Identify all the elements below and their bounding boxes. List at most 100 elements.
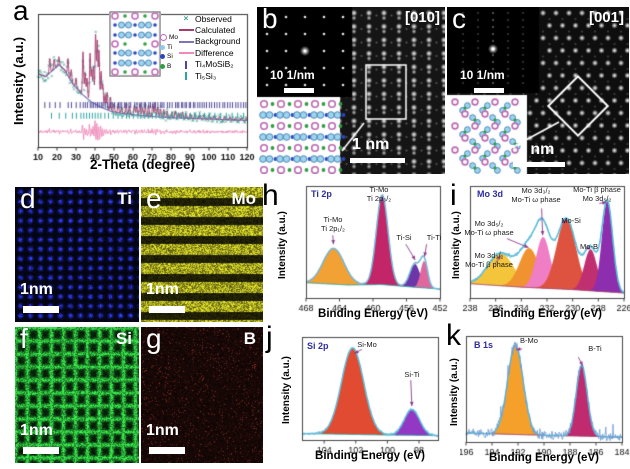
atom-legend-ti: Ti (160, 43, 178, 53)
mo3d-annotation-beta-3d52: Mo-Ti β phase Mo 3d₅/₂ (573, 185, 621, 203)
element-label-ti: Ti (117, 189, 132, 208)
atom-label: B (167, 62, 172, 70)
ti2p-x-axis-label: Binding Energy (eV) (318, 308, 428, 320)
panel-g-eds-map-b: g B 1nm (141, 323, 263, 463)
map-scale-bar (23, 306, 59, 313)
zone-axis-label-001: [001] (588, 9, 624, 26)
panel-letter-e: e (146, 183, 162, 214)
stem-scale-label: 1 nm (352, 136, 390, 153)
element-label-mo: Mo (231, 189, 256, 208)
panel-letter-d: d (20, 183, 36, 214)
map-scale-bar (149, 306, 185, 313)
phase-tick-icon (177, 60, 195, 69)
si2p-core-level-label: Si 2p (307, 341, 329, 351)
panel-letter-c: c (452, 3, 466, 34)
mo3d-annotation-mob: Mo-B (580, 242, 598, 251)
panel-letter-j: j (266, 321, 273, 354)
panel-b-stem-image: b [010] 10 1/nm 1 nm (257, 3, 445, 174)
mo3d-core-level-label: Mo 3d (477, 189, 503, 199)
si2p-annotation-siti: Si-Ti (404, 370, 420, 379)
atom-legend: Mo Ti Si B (160, 33, 178, 71)
panel-letter-f: f (20, 323, 28, 354)
map-scale-label: 1nm (20, 422, 53, 439)
panel-f-eds-map-si: f Si 1nm (15, 323, 139, 463)
calculated-line-icon (177, 26, 195, 35)
legend-label: Calculated (195, 25, 236, 36)
mo3d-annotation-beta-3d32: Mo 3d₃/₂ Mo-Ti β phase (465, 251, 513, 269)
panel-letter-b: b (262, 3, 278, 34)
mo3d-annotation-omega-3d52: Mo 3d₅/₂ Mo-Ti ω phase (464, 219, 514, 237)
b1s-plot-canvas (460, 330, 630, 466)
ti2p-core-level-label: Ti 2p (311, 189, 332, 199)
xrd-y-axis-label: Intensity (a.u.) (11, 36, 26, 125)
xrd-legend: × Observed Calculated Background Differen… (177, 13, 240, 81)
map-scale-bar (23, 447, 59, 454)
stem-scale-bar (350, 158, 405, 163)
element-label-si: Si (115, 329, 132, 348)
zone-axis-label-010: [010] (404, 9, 440, 26)
element-label-b: B (243, 329, 256, 348)
si2p-annotation-simo: Si-Mo (357, 340, 377, 349)
ti2p-annotation-timo-2p12: Ti-Mo Ti 2p₁/₂ (321, 215, 345, 233)
legend-item-ti5si3: Ti₅Si₃ (177, 70, 240, 81)
mo3d-x-axis-label: Binding Energy (eV) (492, 308, 602, 320)
difference-line-icon (177, 48, 195, 57)
legend-item-difference: Difference (177, 47, 240, 58)
legend-label: Difference (195, 47, 234, 58)
mo-atom-icon (160, 34, 167, 42)
eds-si-canvas (15, 327, 139, 463)
stem-scale-bar (513, 162, 565, 167)
saed-scale-bar (284, 88, 314, 93)
atom-label: Mo (169, 34, 179, 42)
panel-letter-i: i (450, 179, 457, 212)
background-line-icon (177, 37, 195, 46)
atom-legend-b: B (160, 62, 178, 72)
crystal-structure-inset-canvas (109, 11, 161, 77)
xrd-x-axis-label: 2-Theta (degree) (89, 157, 196, 172)
mo3d-annotation-mosi: Mo-Si (561, 216, 581, 225)
mo3d-annotation-omega-3d32: Mo 3d₃/₂ Mo-Ti ω phase (511, 186, 561, 204)
legend-label: Background (195, 36, 241, 47)
eds-mo-canvas (141, 187, 263, 322)
b-atom-icon (160, 63, 165, 69)
saed-scale-label: 10 1/nm (460, 68, 505, 82)
atom-legend-mo: Mo (160, 33, 178, 43)
map-scale-bar (149, 447, 185, 454)
ti2p-annotation-tisi: Ti-Si (396, 233, 412, 242)
panel-letter-a: a (13, 0, 29, 26)
legend-item-background: Background (177, 36, 240, 47)
atom-label: Ti (167, 43, 173, 51)
panel-c-stem-image: c [001] 10 1/nm 1 nm (447, 3, 629, 174)
legend-item-observed: × Observed (177, 13, 240, 24)
legend-item-ti4mosib2: Ti₄MoSiB₂ (177, 59, 240, 70)
si2p-x-axis-label: Binding Energy (eV) (315, 450, 425, 462)
legend-label: Observed (195, 13, 232, 24)
si2p-plot-canvas (294, 330, 446, 464)
stem-scale-label: 1 nm (517, 141, 555, 158)
atom-label: Si (167, 53, 173, 61)
b1s-core-level-label: B 1s (474, 340, 494, 350)
si2p-y-axis-label: Intensity (a.u.) (281, 356, 292, 424)
panel-letter-h: h (262, 179, 279, 212)
panel-e-eds-map-mo: e Mo 1nm (141, 183, 263, 322)
mo3d-plot-canvas (462, 184, 630, 312)
legend-label: Ti₅Si₃ (195, 70, 217, 81)
ti2p-plot-canvas (290, 184, 450, 312)
eds-b-canvas (141, 327, 263, 463)
ti2p-annotation-titi: Ti-Ti (426, 233, 442, 242)
saed-scale-bar (474, 88, 504, 93)
panel-letter-g: g (146, 323, 162, 354)
ti2p-annotation-timo-2p32: Ti-Mo Ti 2p₃/₂ (366, 185, 392, 203)
b1s-annotation-bmo: B-Mo (520, 336, 538, 345)
b1s-annotation-bti: B-Ti (588, 344, 602, 353)
legend-label: Ti₄MoSiB₂ (195, 59, 234, 70)
ti2p-y-axis-label: Intensity (a.u.) (277, 211, 288, 279)
phase-tick-icon (177, 71, 195, 80)
panel-letter-k: k (446, 319, 461, 352)
atom-legend-si: Si (160, 52, 178, 62)
ti-atom-icon (160, 44, 165, 50)
panel-d-eds-map-ti: d Ti 1nm (15, 183, 139, 322)
map-scale-label: 1nm (146, 422, 179, 439)
b1s-x-axis-label: Binding Energy (eV) (489, 452, 599, 464)
